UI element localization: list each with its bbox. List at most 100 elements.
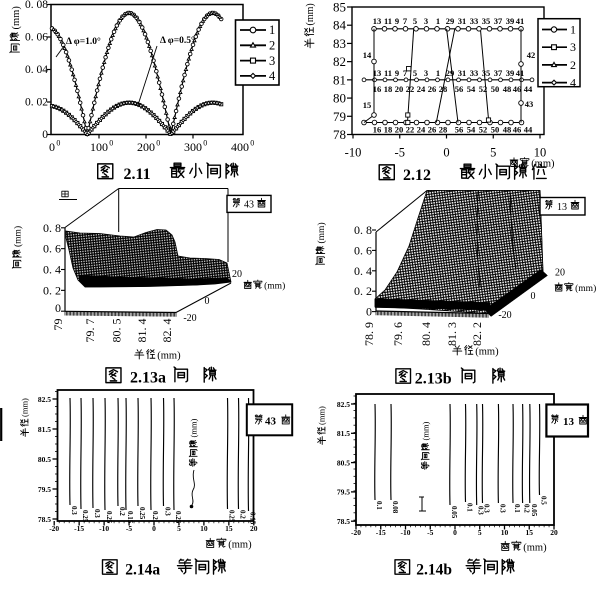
svg-text:(mm): (mm) <box>317 406 327 425</box>
svg-text:78.5: 78.5 <box>337 517 350 526</box>
svg-text:46: 46 <box>513 84 522 94</box>
svg-text:4: 4 <box>269 69 276 83</box>
svg-text:20: 20 <box>395 125 404 135</box>
svg-text:(mm): (mm) <box>305 3 316 25</box>
svg-text:35: 35 <box>482 16 491 26</box>
svg-text:0. 4: 0. 4 <box>354 264 372 278</box>
svg-text:5: 5 <box>490 146 496 160</box>
svg-text:22: 22 <box>406 84 415 94</box>
svg-text:0. 6: 0. 6 <box>354 243 372 257</box>
svg-text:0.3: 0.3 <box>477 506 485 515</box>
svg-text:20: 20 <box>232 269 242 280</box>
svg-text:82. 2: 82. 2 <box>470 322 484 346</box>
svg-text:(mm): (mm) <box>523 543 547 554</box>
svg-text:Δ φ=1.0°: Δ φ=1.0° <box>66 36 101 47</box>
svg-text:0.08: 0.08 <box>391 501 399 514</box>
svg-text:41: 41 <box>516 16 525 26</box>
svg-text:(mm): (mm) <box>264 281 285 292</box>
svg-text:39: 39 <box>506 16 515 26</box>
svg-text:35: 35 <box>482 68 491 78</box>
svg-text:79: 79 <box>333 109 346 124</box>
svg-text:24: 24 <box>417 125 426 135</box>
svg-text:-10: -10 <box>401 528 411 537</box>
svg-text:-15: -15 <box>376 528 386 537</box>
svg-text:13: 13 <box>373 68 382 78</box>
svg-text:44: 44 <box>524 84 533 94</box>
svg-text:82. 4: 82. 4 <box>160 319 174 343</box>
svg-text:46: 46 <box>513 125 522 135</box>
svg-text:78. 9: 78. 9 <box>362 322 376 346</box>
svg-text:48: 48 <box>503 125 512 135</box>
svg-text:33: 33 <box>470 16 479 26</box>
svg-text:52: 52 <box>479 125 488 135</box>
svg-text:9: 9 <box>395 16 399 26</box>
svg-text:0.1: 0.1 <box>513 504 521 513</box>
svg-text:79: 79 <box>51 319 65 331</box>
svg-text:0. 2: 0. 2 <box>354 284 372 298</box>
svg-text:50: 50 <box>491 125 500 135</box>
svg-text:39: 39 <box>506 68 515 78</box>
svg-text:0.3: 0.3 <box>498 504 506 513</box>
svg-text:11: 11 <box>384 16 392 26</box>
svg-text:(mm): (mm) <box>20 398 30 417</box>
svg-text:81. 3: 81. 3 <box>445 322 459 346</box>
svg-text:0: 0 <box>250 139 254 148</box>
svg-text:2.12: 2.12 <box>403 167 431 184</box>
svg-text:42: 42 <box>527 50 536 60</box>
svg-text:7: 7 <box>403 68 408 78</box>
svg-text:79.5: 79.5 <box>38 485 51 494</box>
svg-text:0.2: 0.2 <box>118 507 126 516</box>
svg-text:2.13b: 2.13b <box>415 371 452 388</box>
svg-text:79. 7: 79. 7 <box>83 319 97 343</box>
svg-text:-20: -20 <box>498 310 511 321</box>
svg-text:37: 37 <box>494 68 503 78</box>
svg-text:2.14b: 2.14b <box>416 562 452 579</box>
svg-text:0: 0 <box>42 129 48 141</box>
svg-text:20: 20 <box>395 84 404 94</box>
svg-text:52: 52 <box>479 84 488 94</box>
svg-text:0.1: 0.1 <box>375 501 383 510</box>
svg-text:78: 78 <box>333 127 346 142</box>
svg-text:0. 08: 0. 08 <box>25 0 48 11</box>
svg-text:-5: -5 <box>126 524 132 533</box>
svg-text:3: 3 <box>570 40 576 54</box>
svg-text:0: 0 <box>453 528 457 537</box>
svg-text:0. 2: 0. 2 <box>43 283 61 297</box>
svg-text:16: 16 <box>373 84 382 94</box>
svg-text:(mm): (mm) <box>475 347 499 358</box>
svg-text:22: 22 <box>406 125 415 135</box>
svg-text:20: 20 <box>555 268 565 279</box>
svg-text:(mm): (mm) <box>228 540 252 551</box>
svg-text:15: 15 <box>363 100 372 110</box>
svg-text:0. 06: 0. 06 <box>25 32 48 44</box>
svg-text:78.5: 78.5 <box>38 515 51 524</box>
svg-text:200: 200 <box>137 140 155 154</box>
svg-text:43: 43 <box>265 416 277 428</box>
svg-text:81: 81 <box>333 72 346 87</box>
svg-text:5: 5 <box>413 68 417 78</box>
svg-text:29: 29 <box>446 16 455 26</box>
svg-text:20: 20 <box>550 528 558 537</box>
svg-text:2.11: 2.11 <box>124 166 151 183</box>
svg-text:79.5: 79.5 <box>337 488 350 497</box>
svg-text:-5: -5 <box>427 528 433 537</box>
svg-text:0.25: 0.25 <box>228 510 236 523</box>
svg-text:-10: -10 <box>99 524 109 533</box>
svg-text:15: 15 <box>526 528 534 537</box>
svg-text:18: 18 <box>384 125 393 135</box>
svg-text:0: 0 <box>203 139 207 148</box>
svg-text:50: 50 <box>491 84 500 94</box>
svg-text:20: 20 <box>250 524 258 533</box>
svg-text:14: 14 <box>363 50 372 60</box>
svg-text:5: 5 <box>177 524 181 533</box>
svg-text:43: 43 <box>244 200 254 211</box>
svg-text:11: 11 <box>384 68 392 78</box>
svg-text:(mm): (mm) <box>575 283 596 294</box>
svg-text:5: 5 <box>478 528 482 537</box>
svg-text:2.13a: 2.13a <box>130 370 166 387</box>
svg-text:1: 1 <box>570 23 576 37</box>
svg-text:0. 6: 0. 6 <box>43 242 61 256</box>
svg-text:13: 13 <box>373 16 382 26</box>
svg-text:1: 1 <box>436 16 440 26</box>
svg-text:0: 0 <box>366 305 372 319</box>
